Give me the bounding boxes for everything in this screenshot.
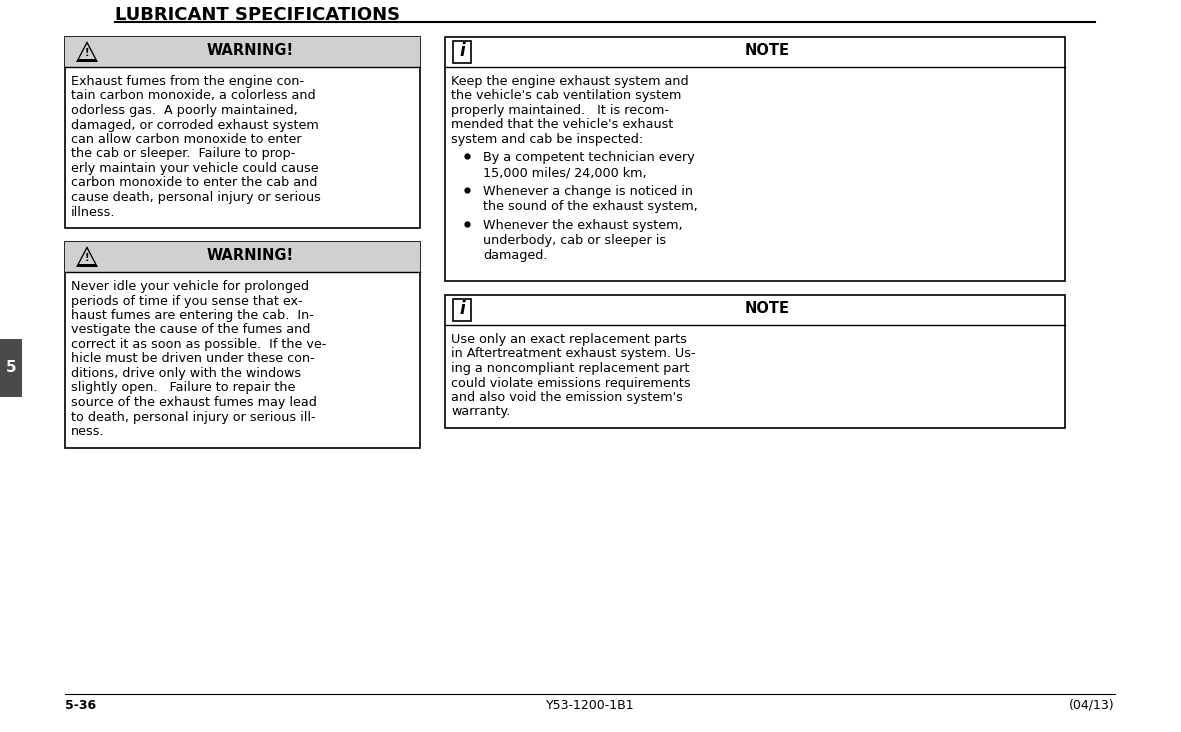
Text: Y53-1200-1B1: Y53-1200-1B1	[546, 699, 634, 712]
Text: in Aftertreatment exhaust system. Us-: in Aftertreatment exhaust system. Us-	[451, 348, 696, 360]
FancyBboxPatch shape	[0, 339, 22, 397]
Text: illness.: illness.	[71, 206, 116, 218]
Text: vestigate the cause of the fumes and: vestigate the cause of the fumes and	[71, 324, 311, 337]
Text: Whenever the exhaust system,: Whenever the exhaust system,	[483, 220, 683, 233]
Text: !: !	[85, 253, 90, 263]
Polygon shape	[76, 41, 98, 62]
Text: ness.: ness.	[71, 425, 105, 438]
Text: 5: 5	[6, 360, 17, 376]
Text: mended that the vehicle's exhaust: mended that the vehicle's exhaust	[451, 119, 673, 132]
Text: ing a noncompliant replacement part: ing a noncompliant replacement part	[451, 362, 690, 375]
Text: tain carbon monoxide, a colorless and: tain carbon monoxide, a colorless and	[71, 89, 315, 102]
Text: could violate emissions requirements: could violate emissions requirements	[451, 376, 691, 389]
Text: By a competent technician every: By a competent technician every	[483, 152, 694, 165]
Polygon shape	[79, 249, 94, 264]
FancyBboxPatch shape	[454, 299, 471, 321]
Text: damaged.: damaged.	[483, 248, 548, 261]
Text: Exhaust fumes from the engine con-: Exhaust fumes from the engine con-	[71, 75, 305, 88]
FancyBboxPatch shape	[65, 37, 420, 228]
Text: ditions, drive only with the windows: ditions, drive only with the windows	[71, 367, 301, 380]
Text: cause death, personal injury or serious: cause death, personal injury or serious	[71, 191, 321, 204]
Text: periods of time if you sense that ex-: periods of time if you sense that ex-	[71, 294, 302, 307]
FancyBboxPatch shape	[65, 37, 420, 67]
Text: the vehicle's cab ventilation system: the vehicle's cab ventilation system	[451, 89, 681, 102]
Text: source of the exhaust fumes may lead: source of the exhaust fumes may lead	[71, 396, 317, 409]
Text: erly maintain your vehicle could cause: erly maintain your vehicle could cause	[71, 162, 319, 175]
Text: Use only an exact replacement parts: Use only an exact replacement parts	[451, 333, 687, 346]
Text: and also void the emission system's: and also void the emission system's	[451, 391, 683, 404]
Text: LUBRICANT SPECIFICATIONS: LUBRICANT SPECIFICATIONS	[115, 6, 400, 24]
Text: system and cab be inspected:: system and cab be inspected:	[451, 133, 644, 146]
Text: can allow carbon monoxide to enter: can allow carbon monoxide to enter	[71, 133, 301, 146]
Text: i: i	[459, 42, 465, 60]
Text: i: i	[459, 300, 465, 318]
Text: carbon monoxide to enter the cab and: carbon monoxide to enter the cab and	[71, 176, 318, 190]
Text: underbody, cab or sleeper is: underbody, cab or sleeper is	[483, 234, 666, 247]
Text: (04/13): (04/13)	[1069, 699, 1115, 712]
Text: WARNING!: WARNING!	[207, 248, 294, 263]
Text: !: !	[85, 48, 90, 58]
Polygon shape	[79, 44, 94, 59]
Text: NOTE: NOTE	[744, 43, 790, 58]
FancyBboxPatch shape	[65, 242, 420, 447]
Text: Never idle your vehicle for prolonged: Never idle your vehicle for prolonged	[71, 280, 309, 293]
Text: damaged, or corroded exhaust system: damaged, or corroded exhaust system	[71, 119, 319, 132]
Text: hicle must be driven under these con-: hicle must be driven under these con-	[71, 353, 315, 365]
Text: correct it as soon as possible.  If the ve-: correct it as soon as possible. If the v…	[71, 338, 326, 351]
Text: Whenever a change is noticed in: Whenever a change is noticed in	[483, 185, 693, 198]
Text: the sound of the exhaust system,: the sound of the exhaust system,	[483, 200, 698, 213]
Text: 15,000 miles/ 24,000 km,: 15,000 miles/ 24,000 km,	[483, 166, 647, 179]
Text: haust fumes are entering the cab.  In-: haust fumes are entering the cab. In-	[71, 309, 314, 322]
Text: NOTE: NOTE	[744, 301, 790, 316]
Text: slightly open.   Failure to repair the: slightly open. Failure to repair the	[71, 381, 295, 395]
FancyBboxPatch shape	[65, 242, 420, 272]
Text: warranty.: warranty.	[451, 406, 510, 419]
Text: 5-36: 5-36	[65, 699, 96, 712]
Polygon shape	[76, 246, 98, 267]
Text: odorless gas.  A poorly maintained,: odorless gas. A poorly maintained,	[71, 104, 298, 117]
FancyBboxPatch shape	[445, 37, 1065, 281]
Text: properly maintained.   It is recom-: properly maintained. It is recom-	[451, 104, 668, 117]
Text: the cab or sleeper.  Failure to prop-: the cab or sleeper. Failure to prop-	[71, 148, 295, 160]
Text: WARNING!: WARNING!	[207, 43, 294, 58]
FancyBboxPatch shape	[454, 41, 471, 63]
Text: to death, personal injury or serious ill-: to death, personal injury or serious ill…	[71, 411, 315, 424]
FancyBboxPatch shape	[445, 295, 1065, 428]
Text: Keep the engine exhaust system and: Keep the engine exhaust system and	[451, 75, 689, 88]
